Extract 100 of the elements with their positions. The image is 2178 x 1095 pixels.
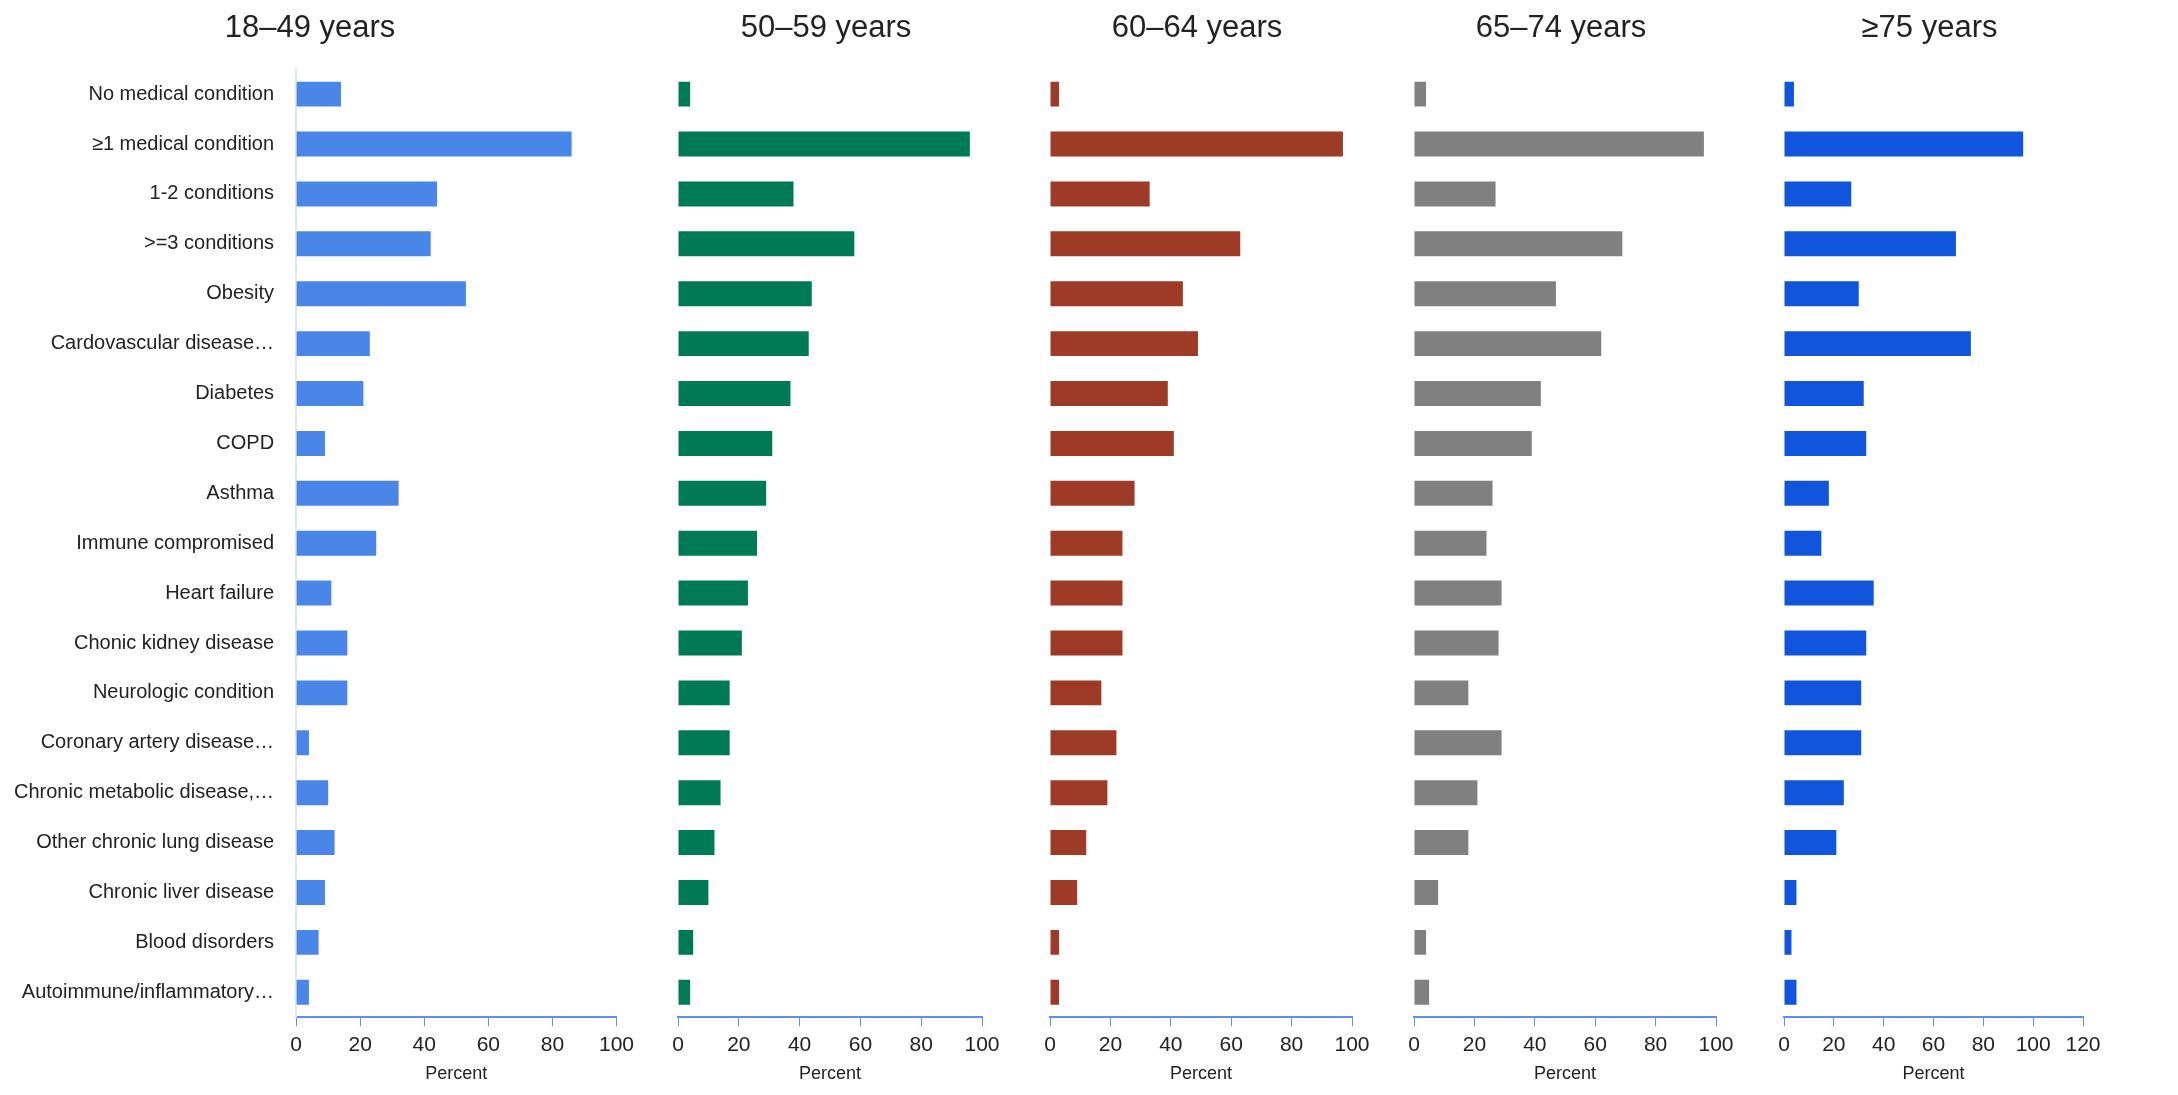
bar	[678, 530, 758, 556]
x-tick-label: 80	[1643, 1031, 1668, 1055]
y-tick-label: Immune compromised	[76, 530, 275, 553]
bar	[1784, 381, 1864, 406]
y-tick-label: Chronic metabolic disease,…	[13, 780, 275, 803]
bar	[1050, 780, 1108, 806]
x-tick-label: 0	[672, 1031, 684, 1055]
bar	[1414, 331, 1602, 357]
x-tick-label: 0	[290, 1031, 302, 1055]
bar	[1784, 81, 1794, 107]
y-tick-label: Chronic liver disease	[88, 879, 275, 902]
y-tick-label: Chonic kidney disease	[73, 630, 275, 653]
bar	[1050, 430, 1174, 456]
bar	[296, 181, 438, 207]
bar	[678, 331, 809, 357]
bar	[296, 630, 348, 656]
x-axis-title: Percent	[1533, 1063, 1597, 1084]
y-tick-label: Obesity	[206, 281, 275, 304]
bar	[296, 281, 466, 307]
bar	[1784, 430, 1867, 456]
bar	[678, 979, 691, 1005]
bar	[678, 131, 970, 157]
bar	[296, 430, 325, 456]
bar	[1050, 181, 1150, 207]
x-tick-label: 20	[727, 1031, 751, 1055]
bar	[678, 780, 721, 806]
bar	[1414, 730, 1502, 756]
bar	[296, 730, 309, 756]
x-tick-label: 80	[909, 1031, 933, 1055]
chart-title: 65–74 years	[1475, 9, 1647, 45]
x-axis-title: Percent	[1902, 1063, 1965, 1084]
bar	[1050, 730, 1117, 756]
y-tick-label: Cardovascular disease…	[50, 331, 275, 354]
bar	[678, 929, 694, 955]
bar	[296, 381, 364, 406]
chart-title: ≥75 years	[1861, 9, 1998, 45]
x-tick-label: 80	[1971, 1031, 1996, 1055]
bar	[1414, 480, 1493, 506]
bar	[296, 331, 370, 357]
x-tick-label: 40	[1523, 1031, 1547, 1055]
bar	[296, 680, 348, 706]
bar	[678, 830, 715, 856]
chart-title: 50–59 years	[740, 9, 912, 45]
bar	[1414, 281, 1556, 307]
y-tick-label: Other chronic lung disease	[36, 830, 275, 853]
x-tick-label: 40	[412, 1031, 436, 1055]
bar	[678, 580, 748, 606]
x-tick-label: 40	[1871, 1031, 1896, 1055]
x-tick-label: 100	[598, 1031, 634, 1055]
bar	[1784, 131, 2024, 157]
x-tick-label: 20	[348, 1031, 372, 1055]
x-tick-label: 100	[1698, 1031, 1734, 1055]
bar	[1784, 181, 1852, 207]
bar	[1784, 580, 1874, 606]
x-axis-title: Percent	[798, 1063, 862, 1084]
y-tick-label: >=3 conditions	[144, 231, 275, 254]
x-tick-label: 60	[848, 1031, 873, 1055]
y-tick-label: Neurologic condition	[92, 680, 275, 703]
x-tick-label: 60	[1219, 1031, 1243, 1055]
bar	[1414, 381, 1541, 406]
bar	[1784, 780, 1844, 806]
x-tick-label: 20	[1462, 1031, 1487, 1055]
bar	[1414, 181, 1496, 207]
bar	[1050, 929, 1060, 955]
bar	[1050, 131, 1343, 157]
bar	[1050, 680, 1102, 706]
y-tick-label: COPD	[216, 430, 275, 453]
x-tick-label: 100	[964, 1031, 1000, 1055]
bar	[1414, 929, 1427, 955]
y-tick-label: Diabetes	[195, 381, 275, 404]
y-tick-label: ≥1 medical condition	[91, 131, 275, 154]
bar	[1414, 131, 1704, 157]
bar	[678, 81, 691, 107]
bar	[678, 181, 794, 207]
bar	[1050, 530, 1123, 556]
bar	[1414, 580, 1502, 606]
bar	[1414, 430, 1532, 456]
x-tick-label: 100	[1334, 1031, 1370, 1055]
x-tick-label: 60	[1583, 1031, 1607, 1055]
bar	[296, 929, 319, 955]
bar	[1050, 81, 1060, 107]
x-tick-label: 40	[1159, 1031, 1183, 1055]
y-tick-label: Heart failure	[165, 580, 275, 603]
y-tick-label: Autoimmune/inflammatory…	[21, 979, 275, 1002]
bar	[1784, 281, 1859, 307]
bar	[1784, 331, 1971, 357]
bar	[678, 281, 812, 307]
bar	[296, 231, 431, 257]
chart-title: 60–64 years	[1111, 9, 1283, 45]
bar	[1784, 730, 1862, 756]
x-tick-label: 20	[1098, 1031, 1123, 1055]
bar	[1050, 480, 1135, 506]
bar	[1050, 580, 1123, 606]
bar	[1784, 231, 1956, 257]
bar	[678, 430, 773, 456]
y-tick-label: No medical condition	[88, 81, 275, 104]
bar	[296, 830, 335, 856]
bar	[1050, 830, 1087, 856]
bar	[1414, 780, 1478, 806]
bar	[1414, 680, 1469, 706]
